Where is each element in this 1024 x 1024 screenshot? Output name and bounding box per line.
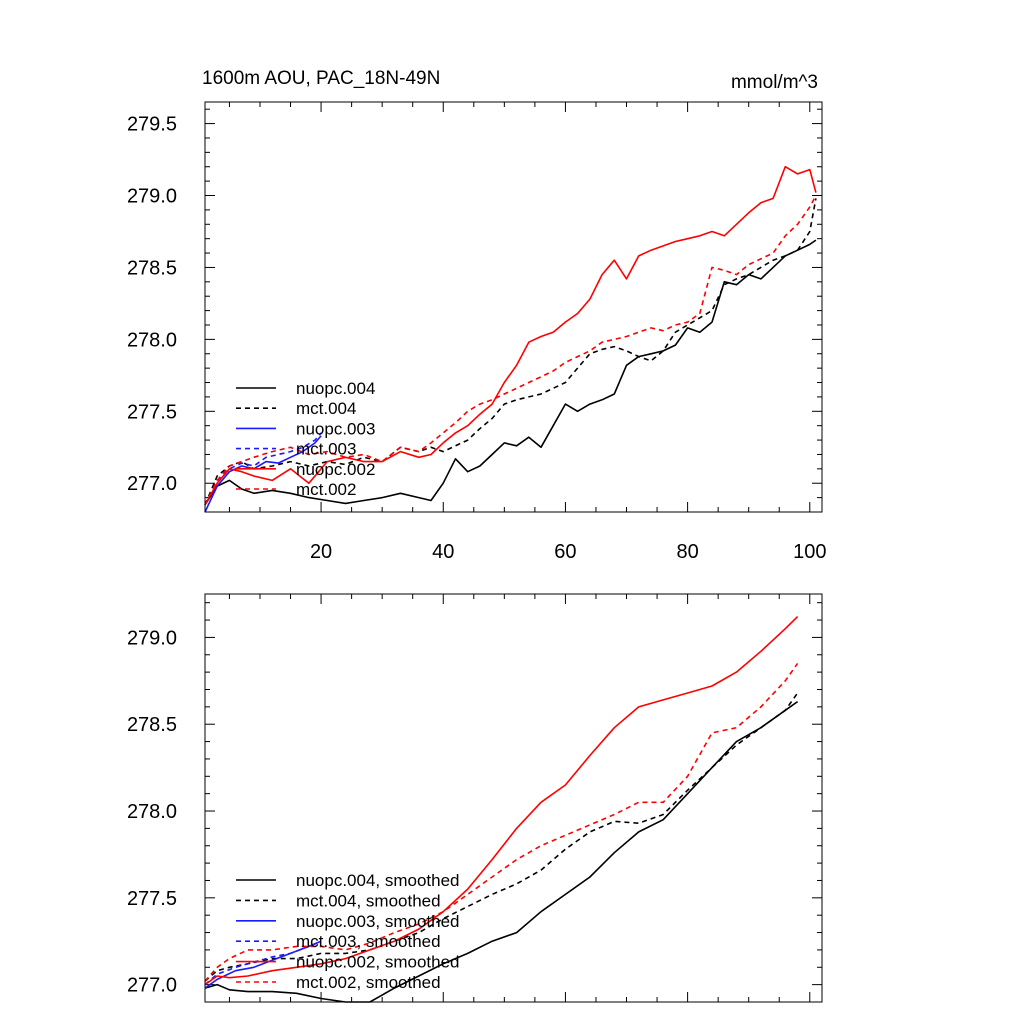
top-panel-series-lines bbox=[204, 165, 817, 513]
y-tick-label: 278.0 bbox=[127, 801, 177, 823]
legend-label: nuopc.002 bbox=[296, 460, 375, 479]
series-line-nuopc-003 bbox=[204, 435, 322, 513]
bottom-panel-series-lines bbox=[204, 616, 799, 1003]
legend-label: mct.003, smoothed bbox=[296, 932, 441, 951]
top-panel-frame bbox=[204, 101, 823, 513]
series-line-mct-002 bbox=[204, 195, 817, 506]
series-line-mct-002-smoothed bbox=[204, 662, 799, 982]
y-tick-label: 279.5 bbox=[127, 114, 177, 136]
x-tick-label: 60 bbox=[554, 541, 576, 563]
series-line-mct-003-smoothed bbox=[204, 940, 322, 986]
bottom-panel-tick-labels: 277.0 277.5 278.0 278.5 279.0 bbox=[127, 627, 177, 996]
y-tick-label: 278.0 bbox=[127, 329, 177, 351]
top-panel: 1600m AOU, PAC_18N-49N mmol/m^3 20 40 60 80… bbox=[127, 68, 827, 563]
y-tick-label: 277.0 bbox=[127, 473, 177, 495]
legend-label: mct.002, smoothed bbox=[296, 973, 441, 992]
top-panel-title: 1600m AOU, PAC_18N-49N bbox=[202, 68, 440, 89]
legend-label: mct.004 bbox=[296, 399, 356, 418]
legend-label: mct.004, smoothed bbox=[296, 891, 441, 910]
legend-label: nuopc.004, smoothed bbox=[296, 871, 460, 890]
bottom-panel: 277.0 277.5 278.0 278.5 279.0 nuopc.004, smo… bbox=[127, 593, 823, 1003]
top-panel-ticks bbox=[205, 102, 822, 513]
y-tick-label: 279.0 bbox=[127, 627, 177, 649]
series-line-nuopc-004-smoothed bbox=[204, 700, 799, 1003]
y-tick-label: 278.5 bbox=[127, 714, 177, 736]
y-tick-label: 277.5 bbox=[127, 888, 177, 910]
series-line-nuopc-002-smoothed bbox=[204, 616, 799, 986]
legend-label: nuopc.002, smoothed bbox=[296, 953, 460, 972]
y-tick-label: 277.0 bbox=[127, 975, 177, 997]
x-tick-label: 80 bbox=[676, 541, 698, 563]
y-tick-label: 277.5 bbox=[127, 401, 177, 423]
top-panel-tick-labels: 20 40 60 80 100 277.0 277.5 278.0 278.5 279.0 279.… bbox=[127, 114, 827, 563]
legend-label: nuopc.003 bbox=[296, 419, 375, 438]
legend-label: nuopc.004 bbox=[296, 379, 375, 398]
series-line-nuopc-002 bbox=[204, 165, 817, 506]
y-tick-label: 278.5 bbox=[127, 257, 177, 279]
x-tick-label: 40 bbox=[432, 541, 454, 563]
legend-label: mct.003 bbox=[296, 440, 356, 459]
x-tick-label: 20 bbox=[310, 541, 332, 563]
series-line-mct-004 bbox=[204, 198, 817, 506]
y-tick-label: 279.0 bbox=[127, 186, 177, 208]
legend-label: mct.002 bbox=[296, 480, 356, 499]
bottom-panel-frame bbox=[204, 593, 823, 1003]
legend-label: nuopc.003, smoothed bbox=[296, 912, 460, 931]
x-tick-label: 100 bbox=[793, 541, 826, 563]
top-panel-units: mmol/m^3 bbox=[731, 72, 818, 93]
